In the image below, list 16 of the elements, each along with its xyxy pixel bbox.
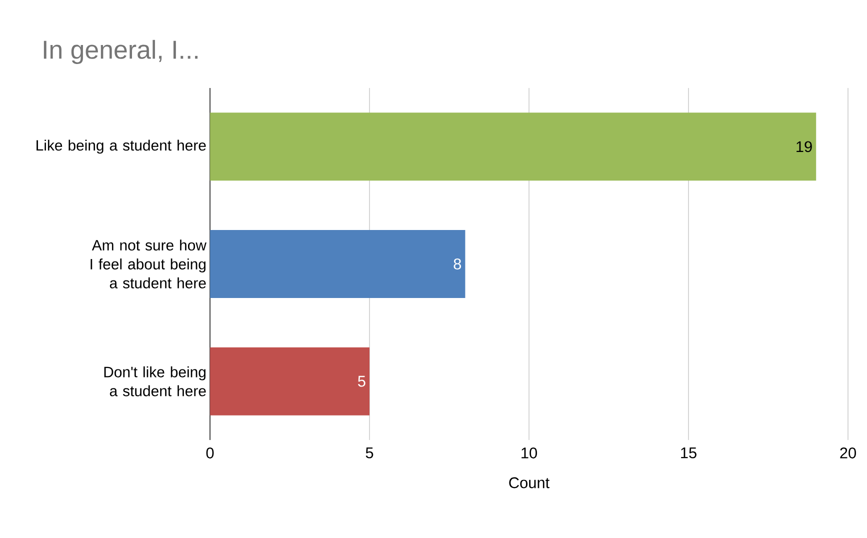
bar	[210, 112, 816, 181]
x-tick-label: 0	[206, 448, 214, 458]
x-tick-label: 20	[840, 448, 856, 458]
y-tick-label: Don't like being a student here	[104, 366, 206, 396]
bar	[210, 230, 466, 298]
bar	[210, 347, 370, 416]
x-tick-label: 10	[522, 448, 537, 458]
y-tick-label: Like being a student here	[36, 140, 206, 154]
data-label: 8	[454, 258, 462, 270]
chart-title: In general, I...	[44, 40, 198, 64]
x-tick-label: 5	[366, 448, 374, 458]
data-label: 19	[796, 141, 812, 152]
x-tick-label: 15	[681, 448, 696, 458]
y-tick-label: Am not sure how I feel about being a student here	[90, 240, 206, 288]
data-label: 5	[358, 376, 366, 387]
x-axis-title: Count	[509, 477, 550, 488]
